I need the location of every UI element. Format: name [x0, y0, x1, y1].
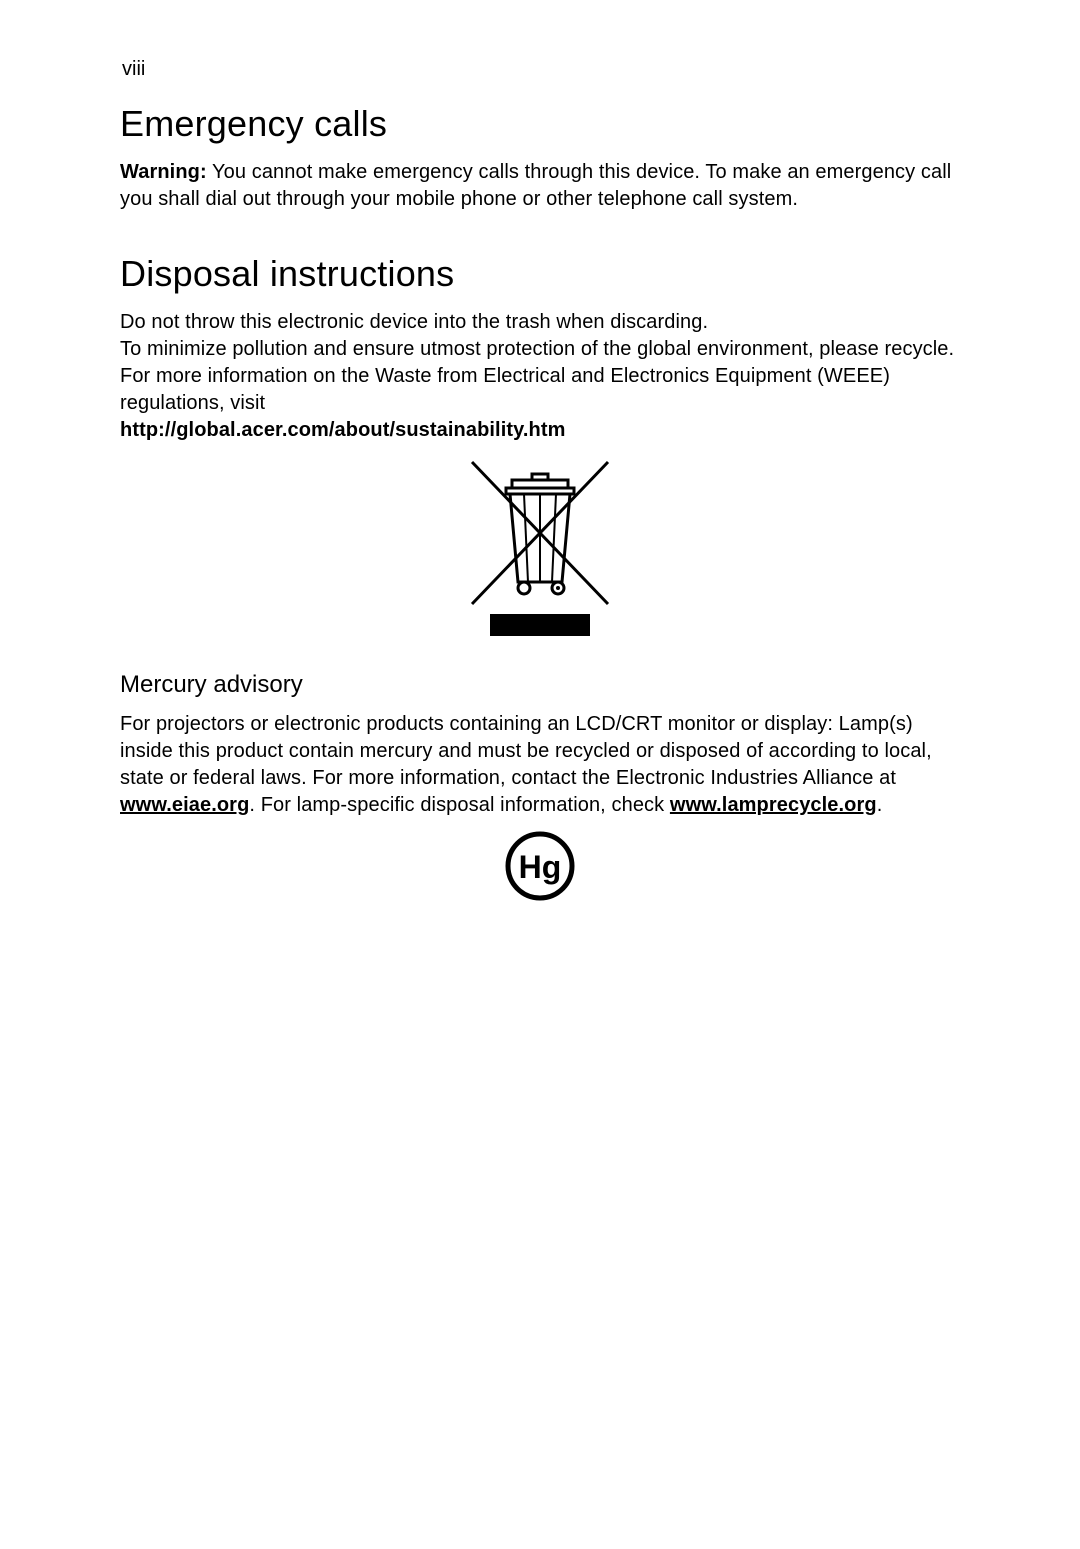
mercury-text-a: For projectors or electronic products co… — [120, 713, 932, 789]
mercury-text-b: . For lamp-specific disposal information… — [249, 794, 670, 816]
hg-mercury-icon: Hg — [503, 829, 577, 903]
hg-figure: Hg — [120, 829, 960, 908]
mercury-text-c: . — [877, 794, 883, 816]
disposal-url: http://global.acer.com/about/sustainabil… — [120, 417, 960, 444]
heading-mercury-advisory: Mercury advisory — [120, 671, 960, 699]
weee-bin-icon — [450, 454, 630, 644]
disposal-para-1: Do not throw this electronic device into… — [120, 309, 960, 336]
hg-label: Hg — [519, 849, 562, 885]
heading-disposal-instructions: Disposal instructions — [120, 253, 960, 295]
link-eiae: www.eiae.org — [120, 794, 249, 816]
mercury-advisory-paragraph: For projectors or electronic products co… — [120, 711, 960, 819]
weee-bin-figure — [120, 454, 960, 649]
emergency-calls-paragraph: Warning: You cannot make emergency calls… — [120, 159, 960, 213]
warning-label: Warning: — [120, 161, 207, 183]
link-lamprecycle: www.lamprecycle.org — [670, 794, 877, 816]
page-number: viii — [122, 58, 960, 81]
disposal-para-2: To minimize pollution and ensure utmost … — [120, 336, 960, 417]
heading-emergency-calls: Emergency calls — [120, 103, 960, 145]
warning-text: You cannot make emergency calls through … — [120, 161, 951, 210]
